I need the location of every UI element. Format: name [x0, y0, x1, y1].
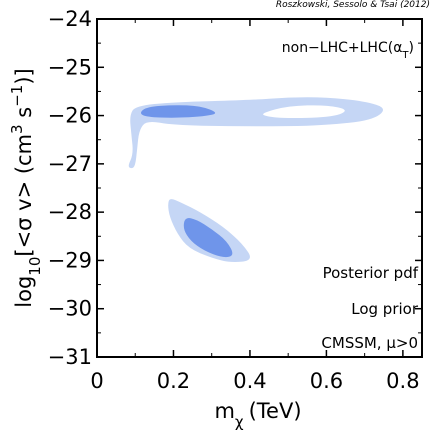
- y-tick-label: −24: [48, 7, 92, 31]
- region-hole-1: [263, 105, 345, 119]
- y-tick-label: −31: [48, 345, 92, 369]
- region-inner-2: [141, 105, 216, 118]
- x-tick-label: 0.2: [157, 369, 190, 393]
- x-tick-label: 0.8: [386, 369, 419, 393]
- x-tick-label: 0.4: [233, 369, 266, 393]
- y-axis-label: log10[<σ v> (cm3 s−1)]: [8, 68, 44, 307]
- y-tick-label: −25: [48, 55, 92, 79]
- y-tick-label: −29: [48, 248, 92, 272]
- y-tick-label: −27: [48, 152, 92, 176]
- x-tick-label: 0: [90, 369, 103, 393]
- y-tick-label: −26: [48, 104, 92, 128]
- y-tick-label: −28: [48, 200, 92, 224]
- x-tick-label: 0.6: [310, 369, 343, 393]
- y-tick-label: −30: [48, 297, 92, 321]
- annotation-line: CMSSM, μ>0: [321, 334, 418, 352]
- x-axis-label: mχ (TeV): [214, 399, 301, 431]
- annotation-line: Posterior pdf: [323, 264, 419, 282]
- region-inner-4: [183, 218, 233, 258]
- annotation-line: Log prior: [351, 300, 419, 318]
- credit-text: Roszkowski, Sessolo & Tsai (2012): [275, 0, 430, 10]
- annotation-top: non−LHC+LHC(αT): [282, 40, 414, 61]
